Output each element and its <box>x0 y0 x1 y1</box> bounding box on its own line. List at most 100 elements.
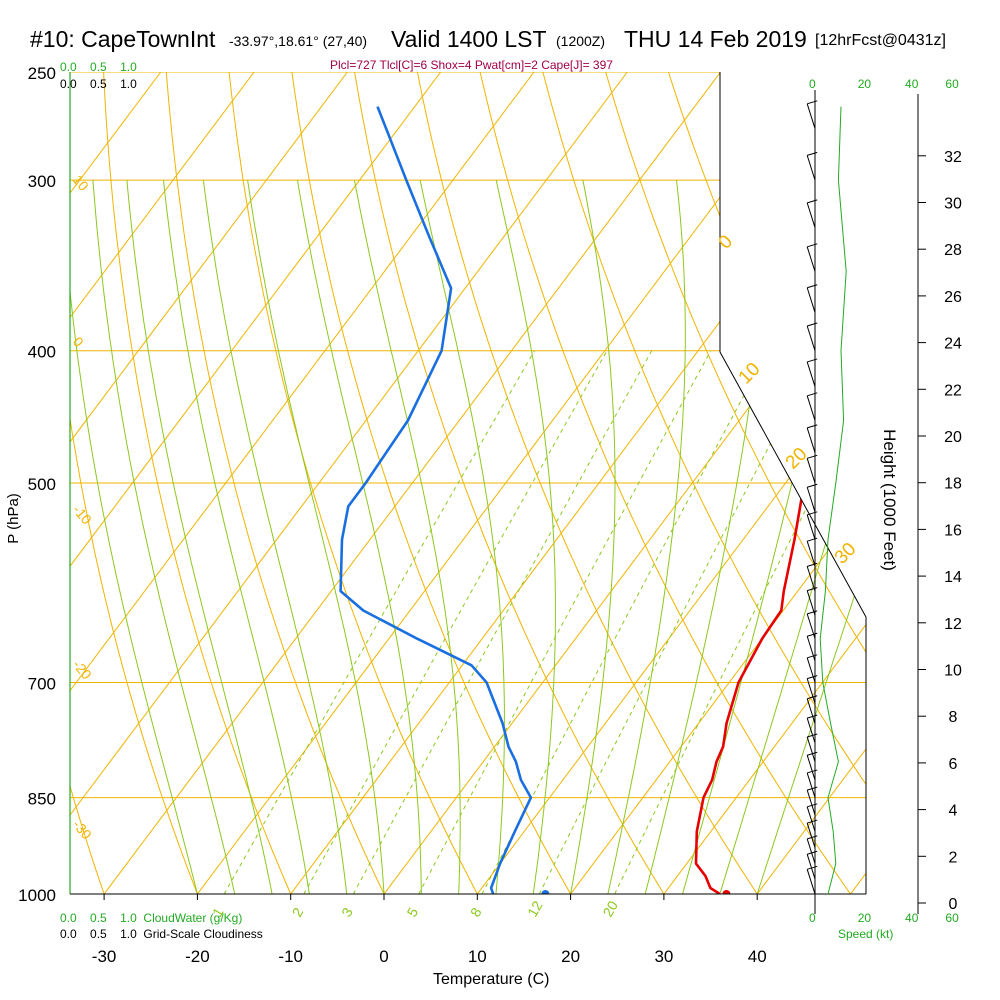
height-tick-label: 12 <box>944 616 962 633</box>
valid-zulu: (1200Z) <box>556 33 606 49</box>
wind-barb <box>806 772 816 798</box>
height-tick-label: 0 <box>949 896 958 913</box>
dry-adiabat <box>605 72 866 894</box>
surface-dewpoint-dot <box>541 890 550 894</box>
y2-axis-title: Height (1000 Feet) <box>879 429 899 571</box>
isotherm-line <box>103 72 721 894</box>
wind-barb <box>806 822 816 848</box>
pressure-tick-label: 850 <box>28 790 56 809</box>
wind-barb <box>806 789 816 815</box>
dry-adiabat <box>479 72 851 894</box>
wind-barb <box>806 514 816 540</box>
isotherm-line <box>70 72 535 894</box>
wind-barb <box>806 806 816 832</box>
wind-barb-flag <box>807 610 818 615</box>
cloudwater-scale-bottom: 0.0 0.5 1.0 CloudWater (g/Kg) <box>60 911 243 925</box>
plot-frame-right <box>719 72 867 894</box>
isotherm-line <box>756 72 866 894</box>
wind-barb-flag <box>807 865 818 870</box>
wind-barb-flag <box>807 587 818 592</box>
height-tick-label: 26 <box>944 289 962 306</box>
mixing-ratio-label: 12 <box>524 898 546 920</box>
moist-adiabat <box>419 179 505 894</box>
dry-adiabat <box>354 72 665 894</box>
wind-barb <box>806 487 816 513</box>
isotherm-line <box>663 72 866 894</box>
wind-barb <box>806 657 816 683</box>
dry-adiabat <box>416 72 758 894</box>
height-tick-label: 18 <box>944 476 962 493</box>
isotherm-label: 0 <box>70 334 87 350</box>
mixing-ratio-label: 3 <box>338 905 356 920</box>
height-tick-label: 8 <box>949 709 958 726</box>
wind-barb-flag <box>807 424 818 429</box>
height-tick-label: 32 <box>944 149 962 166</box>
moist-adiabat <box>126 180 273 894</box>
wind-barb-flag <box>807 675 818 680</box>
isotherm-label: 10 <box>735 359 765 389</box>
wind-barb <box>806 869 816 895</box>
wind-barb-flag <box>807 322 818 327</box>
cloudiness-scale-bottom: 0.0 0.5 1.0 Grid-Scale Cloudiness <box>60 927 263 941</box>
wind-barb <box>806 736 816 762</box>
valid-date: THU 14 Feb 2019 <box>624 26 807 52</box>
dry-adiabat <box>228 72 478 894</box>
mixing-ratio-line <box>538 350 820 894</box>
height-tick-label: 28 <box>944 242 962 259</box>
height-tick-label: 14 <box>944 569 962 586</box>
height-tick-label: 22 <box>944 382 962 399</box>
valid-time: Valid 1400 LST <box>391 26 547 52</box>
dry-adiabat <box>70 72 198 894</box>
dewpoint-trace <box>339 106 533 894</box>
moist-adiabat <box>247 180 385 894</box>
mixing-ratio-line <box>418 350 712 894</box>
wind-barb-flag <box>807 537 818 542</box>
isotherm-line <box>383 72 866 894</box>
station-coords: -33.97°,18.61° (27,40) <box>229 33 368 49</box>
y-axis-title: P (hPa) <box>4 493 22 544</box>
height-tick-label: 4 <box>949 803 958 820</box>
height-tick-label: 24 <box>944 336 962 353</box>
moist-adiabat <box>202 180 348 894</box>
wind-barb <box>806 458 816 484</box>
pressure-tick-label: 1000 <box>18 886 56 905</box>
wind-barb-flag <box>807 243 818 248</box>
wind-barb <box>806 103 816 129</box>
station-name: #10: CapeTownInt <box>30 26 216 52</box>
wind-barb-flag <box>807 483 818 488</box>
dry-adiabat <box>70 72 105 894</box>
pressure-tick-label: 250 <box>28 64 56 83</box>
wind-barb <box>806 202 816 228</box>
wind-barb-flag <box>807 454 818 459</box>
wind-barb-flag <box>807 284 818 289</box>
dry-adiabat <box>542 72 866 894</box>
mixing-ratio-label: 8 <box>467 905 485 920</box>
wind-barb <box>806 427 816 453</box>
x-axis-title: Temperature (C) <box>433 971 550 988</box>
isotherm-label: -30 <box>70 817 95 843</box>
dry-adiabat <box>103 72 292 894</box>
mixing-ratio-line <box>352 350 653 894</box>
wind-speed-trace <box>819 106 847 895</box>
temperature-tick-label: 10 <box>468 947 487 966</box>
sounding-stats: Plcl=727 Tlcl[C]=6 Shox=4 Pwat[cm]=2 Cap… <box>330 58 613 72</box>
wind-barb <box>806 395 816 421</box>
wind-barb-flag <box>807 392 818 397</box>
surface-temperature-dot <box>722 890 731 894</box>
forecast-info: [12hrFcst@0431z] <box>815 32 946 49</box>
isotherm-line <box>70 72 255 894</box>
speed-axis-label: Speed (kt) <box>838 927 894 941</box>
wind-barb-flag <box>807 199 818 204</box>
mixing-ratio-label: 5 <box>403 905 421 920</box>
wind-barb <box>806 325 816 351</box>
wind-barb <box>806 838 816 864</box>
height-tick-label: 30 <box>944 196 962 213</box>
cloudiness-scale-top: 0.0 0.5 1.0 <box>60 77 137 91</box>
moist-adiabat <box>570 180 616 894</box>
mixing-ratio-label: 20 <box>599 898 621 920</box>
temperature-tick-label: -30 <box>92 947 117 966</box>
moist-adiabat <box>756 179 866 894</box>
wind-barb <box>806 590 816 616</box>
wind-barb <box>806 541 816 567</box>
